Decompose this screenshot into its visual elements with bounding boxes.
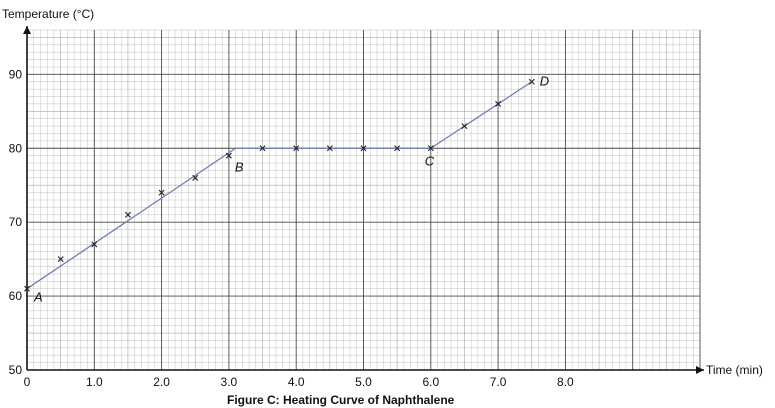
point-label-d: D: [540, 74, 549, 89]
x-tick-label: 6.0: [422, 375, 439, 389]
x-tick-label: 0: [24, 375, 31, 389]
point-label-a: A: [33, 290, 43, 305]
x-tick-label: 2.0: [153, 375, 170, 389]
data-point-stroke: [24, 285, 30, 292]
data-point: [24, 285, 30, 292]
data-point: [57, 256, 64, 263]
data-point-stroke: [225, 152, 232, 159]
y-tick-label: 80: [9, 141, 23, 155]
data-point: [124, 211, 131, 218]
data-point-stroke: [495, 100, 502, 107]
x-tick-label: 5.0: [355, 375, 372, 389]
data-point: [326, 145, 333, 152]
data-point: [427, 145, 434, 152]
data-point-stroke: [394, 145, 401, 152]
y-tick-label: 90: [9, 67, 23, 81]
figure-caption: Figure C: Heating Curve of Naphthalene: [227, 393, 455, 407]
data-point: [495, 100, 502, 107]
x-axis-title: Time (min): [706, 363, 763, 377]
point-labels: A B C D: [33, 74, 549, 305]
point-label-b: B: [235, 160, 244, 175]
data-point: [461, 123, 468, 130]
y-tick-label: 50: [9, 363, 23, 377]
x-tick-label: 4.0: [288, 375, 305, 389]
data-point: [360, 145, 367, 152]
data-point-stroke: [326, 145, 333, 152]
heating-curve-line: [26, 81, 533, 290]
tick-labels: 0 1.0 2.0 3.0 4.0 5.0 6.0 7.0 8.0 50 60 70 80 90: [9, 67, 574, 389]
data-point-stroke: [461, 123, 468, 130]
data-point: [192, 174, 199, 181]
y-axis-title: Temperature (°C): [2, 7, 94, 21]
x-tick-label: 3.0: [221, 375, 238, 389]
data-point: [394, 145, 401, 152]
data-point-stroke: [192, 174, 199, 181]
data-point-stroke: [91, 241, 98, 248]
y-tick-label: 70: [9, 215, 23, 229]
data-point-stroke: [158, 189, 165, 196]
data-point-stroke: [528, 78, 535, 85]
x-axis-arrow-icon: [696, 366, 704, 374]
point-label-c: C: [425, 153, 435, 168]
data-point: [158, 189, 165, 196]
series-layer: [24, 78, 535, 292]
data-point-stroke: [259, 145, 266, 152]
data-point: [293, 145, 300, 152]
data-point: [528, 78, 535, 85]
y-tick-label: 60: [9, 289, 23, 303]
data-point: [91, 241, 98, 248]
data-point-stroke: [57, 256, 64, 263]
data-point: [225, 152, 232, 159]
data-point-stroke: [293, 145, 300, 152]
y-axis-arrow-icon: [23, 26, 31, 34]
data-point-stroke: [427, 145, 434, 152]
x-tick-label: 7.0: [490, 375, 507, 389]
x-tick-label: 1.0: [86, 375, 103, 389]
data-point-stroke: [124, 211, 131, 218]
data-point: [259, 145, 266, 152]
axes: [23, 26, 704, 374]
x-tick-label: 8.0: [557, 375, 574, 389]
data-point-stroke: [360, 145, 367, 152]
